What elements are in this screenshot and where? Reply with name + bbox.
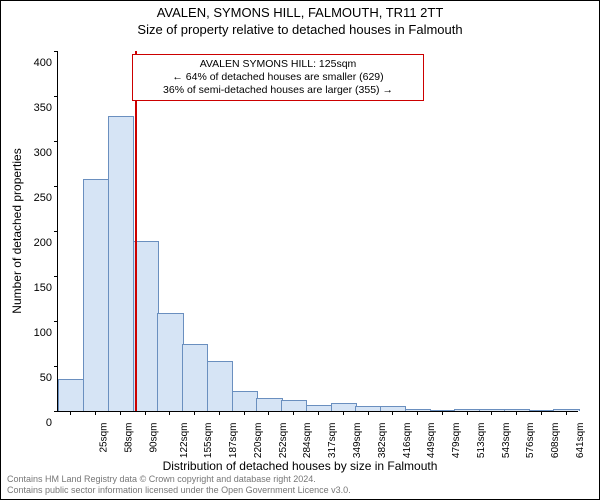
y-tick-mark [54, 231, 58, 232]
x-tick-label: 513sqm [476, 423, 487, 459]
y-tick-label: 300 [22, 147, 52, 159]
footer-line-2: Contains public sector information licen… [7, 485, 593, 496]
y-tick-label: 250 [22, 192, 52, 204]
x-tick-mark [95, 411, 96, 415]
x-axis-label: Distribution of detached houses by size … [163, 459, 438, 473]
x-tick-mark [541, 411, 542, 415]
x-tick-label: 220sqm [253, 423, 264, 459]
x-tick-label: 349sqm [352, 423, 363, 459]
x-tick-label: 543sqm [501, 423, 512, 459]
histogram-bar [207, 361, 233, 412]
x-tick-mark [442, 411, 443, 415]
x-tick-label: 90sqm [148, 423, 159, 453]
titles: AVALEN, SYMONS HILL, FALMOUTH, TR11 2TT … [1, 5, 599, 37]
footer-line-1: Contains HM Land Registry data © Crown c… [7, 474, 593, 485]
y-tick-mark [54, 276, 58, 277]
y-tick-mark [54, 141, 58, 142]
info-line-3: 36% of semi-detached houses are larger (… [139, 84, 417, 97]
histogram-bar [256, 398, 282, 411]
x-tick-label: 449sqm [426, 423, 437, 459]
x-tick-mark [120, 411, 121, 415]
y-tick-mark [54, 96, 58, 97]
x-tick-label: 187sqm [228, 423, 239, 459]
x-tick-mark [169, 411, 170, 415]
x-tick-label: 25sqm [99, 423, 110, 453]
x-tick-label: 382sqm [377, 423, 388, 459]
info-line-2: ← 64% of detached houses are smaller (62… [139, 71, 417, 84]
x-tick-mark [392, 411, 393, 415]
x-tick-mark [318, 411, 319, 415]
histogram-bar [182, 344, 208, 411]
histogram-bar [553, 409, 579, 411]
x-tick-label: 252sqm [278, 423, 289, 459]
histogram-bar [331, 403, 357, 411]
x-tick-label: 608sqm [550, 423, 561, 459]
x-tick-label: 641sqm [575, 423, 586, 459]
x-tick-label: 122sqm [179, 423, 190, 459]
y-tick-label: 350 [22, 102, 52, 114]
title-main: AVALEN, SYMONS HILL, FALMOUTH, TR11 2TT [1, 5, 599, 20]
histogram-bar [232, 391, 258, 411]
y-tick-mark [54, 366, 58, 367]
x-tick-mark [293, 411, 294, 415]
y-tick-label: 50 [22, 372, 52, 384]
histogram-bar [454, 409, 480, 411]
x-tick-label: 576sqm [525, 423, 536, 459]
y-tick-label: 0 [22, 417, 52, 429]
histogram-bar [157, 313, 183, 411]
histogram-bar [108, 116, 134, 411]
histogram-bar [281, 400, 307, 411]
figure-container: AVALEN, SYMONS HILL, FALMOUTH, TR11 2TT … [0, 0, 600, 500]
y-tick-label: 150 [22, 282, 52, 294]
x-tick-mark [268, 411, 269, 415]
y-tick-label: 200 [22, 237, 52, 249]
y-tick-label: 100 [22, 327, 52, 339]
chart-area: 05010015020025030035040025sqm58sqm90sqm1… [57, 51, 577, 411]
x-tick-mark [70, 411, 71, 415]
x-tick-label: 317sqm [327, 423, 338, 459]
x-tick-mark [417, 411, 418, 415]
info-annotation-box: AVALEN SYMONS HILL: 125sqm ← 64% of deta… [132, 54, 424, 101]
x-tick-mark [244, 411, 245, 415]
info-line-1: AVALEN SYMONS HILL: 125sqm [139, 58, 417, 71]
x-tick-label: 479sqm [451, 423, 462, 459]
x-tick-mark [467, 411, 468, 415]
x-tick-label: 58sqm [124, 423, 135, 453]
attribution-footer: Contains HM Land Registry data © Crown c… [7, 474, 593, 496]
histogram-bar [83, 179, 109, 411]
x-tick-mark [516, 411, 517, 415]
x-tick-mark [566, 411, 567, 415]
title-sub: Size of property relative to detached ho… [1, 22, 599, 37]
histogram-bar [58, 379, 84, 411]
histogram-bar [529, 410, 555, 411]
x-tick-label: 284sqm [303, 423, 314, 459]
y-tick-mark [54, 186, 58, 187]
x-tick-mark [194, 411, 195, 415]
property-size-marker-line [135, 51, 137, 411]
y-tick-label: 400 [22, 57, 52, 69]
x-tick-label: 155sqm [204, 423, 215, 459]
x-tick-mark [145, 411, 146, 415]
x-tick-mark [368, 411, 369, 415]
plot-area: 05010015020025030035040025sqm58sqm90sqm1… [57, 51, 578, 412]
y-tick-mark [54, 51, 58, 52]
x-tick-label: 416sqm [402, 423, 413, 459]
y-tick-mark [54, 321, 58, 322]
histogram-bar [430, 410, 456, 411]
x-tick-mark [219, 411, 220, 415]
x-tick-mark [343, 411, 344, 415]
x-tick-mark [491, 411, 492, 415]
